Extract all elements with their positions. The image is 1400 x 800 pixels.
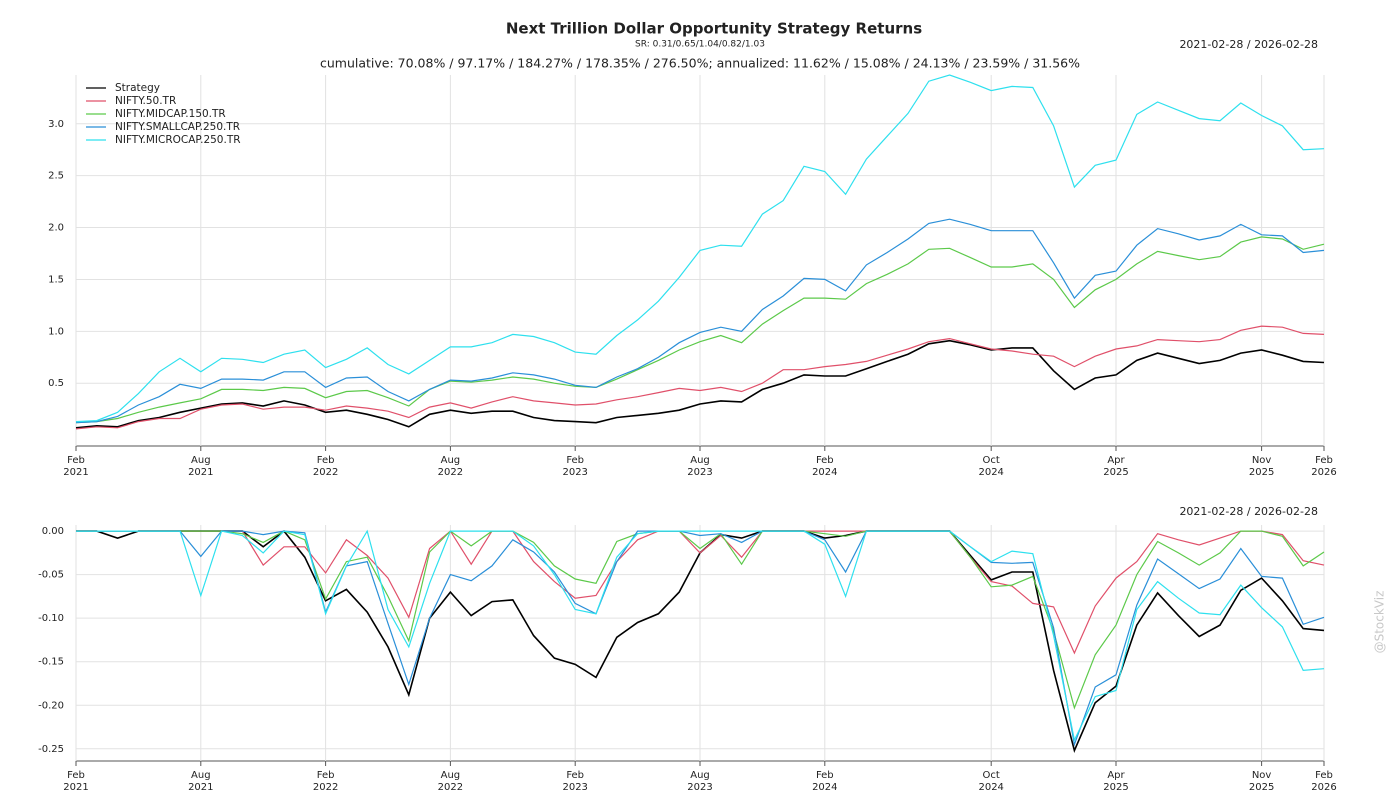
legend-label: Strategy	[115, 82, 160, 94]
series-line	[75, 218, 1325, 424]
x-tick-label: Aug 2023	[687, 770, 712, 793]
x-tick-label: Feb 2024	[812, 455, 837, 478]
x-tick-label: Nov 2025	[1249, 770, 1274, 793]
x-tick-label: Feb 2026	[1311, 455, 1336, 478]
x-tick-label: Feb 2021	[63, 770, 88, 793]
x-tick-label: Aug 2022	[438, 455, 463, 478]
y-tick-label: -0.10	[38, 613, 64, 624]
x-tick-label: Apr 2025	[1103, 455, 1128, 478]
x-tick-label: Oct 2024	[978, 455, 1003, 478]
y-tick-label: 0.5	[48, 378, 64, 389]
y-tick-label: 3.0	[48, 119, 64, 130]
x-tick-label: Feb 2022	[313, 455, 338, 478]
x-tick-label: Feb 2021	[63, 455, 88, 478]
annotation: cumulative: 70.08% / 97.17% / 184.27% / …	[320, 56, 1080, 71]
x-tick-label: Aug 2021	[188, 455, 213, 478]
chart-title: Next Trillion Dollar Opportunity Strateg…	[506, 20, 922, 38]
y-tick-label: 1.0	[48, 326, 64, 337]
date-range: 2021-02-28 / 2026-02-28	[1179, 38, 1318, 51]
series-line	[75, 236, 1325, 424]
series-line	[75, 74, 1325, 423]
x-tick-label: Apr 2025	[1103, 770, 1128, 793]
x-tick-label: Feb 2023	[562, 770, 587, 793]
series-line	[75, 339, 1325, 429]
x-tick-label: Aug 2021	[188, 770, 213, 793]
chart-subtitle: SR: 0.31/0.65/1.04/0.82/1.03	[635, 40, 765, 50]
x-tick-label: Feb 2023	[562, 455, 587, 478]
y-tick-label: 2.0	[48, 223, 64, 234]
x-tick-label: Oct 2024	[978, 770, 1003, 793]
legend-label: NIFTY.MIDCAP.150.TR	[115, 108, 226, 120]
date-range: 2021-02-28 / 2026-02-28	[1179, 505, 1318, 518]
x-tick-label: Feb 2024	[812, 770, 837, 793]
y-tick-label: -0.20	[38, 700, 64, 711]
x-tick-label: Feb 2026	[1311, 770, 1336, 793]
legend-label: NIFTY.50.TR	[115, 95, 176, 107]
series-line	[75, 325, 1325, 430]
y-tick-label: 2.5	[48, 171, 64, 182]
legend-label: NIFTY.MICROCAP.250.TR	[115, 134, 241, 146]
y-tick-label: -0.15	[38, 657, 64, 668]
watermark: @StockViz	[1373, 591, 1387, 654]
x-tick-label: Nov 2025	[1249, 455, 1274, 478]
x-tick-label: Feb 2022	[313, 770, 338, 793]
legend-label: NIFTY.SMALLCAP.250.TR	[115, 121, 240, 133]
y-tick-label: 1.5	[48, 274, 64, 285]
y-tick-label: -0.25	[38, 744, 64, 755]
x-tick-label: Aug 2023	[687, 455, 712, 478]
x-tick-label: Aug 2022	[438, 770, 463, 793]
series-line	[76, 530, 1325, 655]
y-tick-label: 0.00	[42, 526, 64, 537]
y-tick-label: -0.05	[38, 570, 64, 581]
series-line	[76, 529, 1325, 742]
